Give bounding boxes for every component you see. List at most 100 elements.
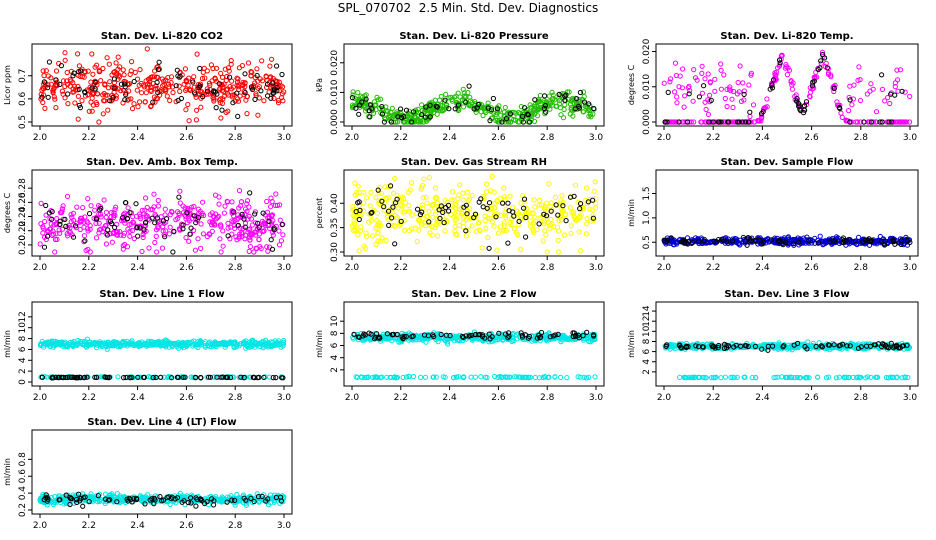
data-point	[769, 82, 775, 88]
data-point	[497, 224, 503, 230]
x-tick-label: 2.4	[442, 263, 457, 273]
data-point	[104, 55, 110, 61]
data-point	[65, 101, 71, 107]
data-point	[442, 374, 448, 380]
data-point	[250, 339, 256, 345]
data-point	[419, 102, 425, 108]
data-point	[679, 85, 686, 91]
data-point	[117, 229, 123, 235]
data-point	[691, 119, 697, 125]
data-point	[376, 222, 382, 228]
data-point	[682, 374, 688, 381]
data-point	[580, 333, 586, 339]
data-point	[268, 195, 274, 201]
data-point	[141, 227, 147, 233]
data-point	[367, 114, 373, 120]
data-point	[445, 341, 451, 347]
data-point	[242, 341, 248, 347]
data-point	[90, 71, 96, 77]
data-point	[75, 83, 81, 90]
data-point	[882, 238, 889, 244]
data-point	[252, 96, 258, 103]
data-point	[349, 105, 356, 111]
x-tick-label: 3.0	[277, 393, 292, 403]
data-point	[257, 341, 263, 347]
series-1	[353, 183, 597, 251]
data-point	[734, 238, 741, 244]
data-point	[890, 374, 896, 380]
data-point	[137, 225, 143, 231]
data-point	[808, 343, 814, 349]
data-point	[446, 106, 452, 112]
data-point	[83, 247, 89, 254]
data-point	[355, 183, 361, 189]
data-point	[161, 220, 167, 226]
data-point	[105, 227, 111, 233]
data-point	[671, 242, 677, 248]
data-point	[72, 100, 78, 106]
data-point	[831, 83, 837, 89]
data-point	[677, 374, 683, 380]
data-point	[62, 50, 68, 56]
data-point	[423, 104, 429, 110]
data-point	[559, 192, 565, 199]
panel-title: Stan. Dev. Sample Flow	[721, 157, 854, 168]
plot-frame	[343, 43, 605, 127]
data-point	[907, 239, 913, 245]
data-point	[356, 199, 362, 205]
data-point	[79, 215, 85, 221]
data-point	[873, 109, 880, 115]
data-point	[818, 58, 824, 64]
data-point	[556, 91, 562, 98]
data-point	[532, 204, 538, 210]
data-point	[109, 221, 115, 227]
data-point	[270, 375, 276, 381]
plot-frame	[343, 169, 605, 257]
data-point	[585, 199, 592, 205]
data-point	[482, 218, 488, 224]
data-point	[708, 119, 714, 125]
data-point	[502, 196, 508, 202]
data-point	[505, 335, 511, 341]
data-point	[795, 100, 802, 107]
data-point	[558, 374, 564, 380]
data-point	[80, 205, 86, 211]
x-tick-label: 2.4	[755, 133, 770, 143]
data-point	[247, 244, 253, 250]
data-point	[220, 243, 226, 249]
data-point	[115, 54, 121, 60]
series-2	[351, 329, 597, 342]
data-point	[249, 69, 255, 76]
y-tick-label: 0	[18, 379, 28, 385]
series-1	[349, 83, 597, 125]
data-point	[123, 200, 129, 206]
data-point	[184, 210, 190, 216]
data-point	[225, 233, 231, 239]
data-point	[392, 175, 398, 182]
data-point	[867, 343, 874, 349]
x-tick-label: 2.2	[82, 263, 96, 273]
data-point	[711, 238, 717, 244]
data-point	[389, 105, 395, 111]
data-point	[462, 93, 468, 99]
data-point	[168, 74, 175, 80]
data-point	[174, 67, 180, 73]
data-point	[869, 237, 875, 243]
data-point	[583, 231, 589, 237]
data-point	[739, 119, 745, 125]
data-point	[207, 82, 213, 88]
data-point	[379, 235, 385, 241]
data-point	[789, 82, 795, 88]
data-point	[180, 222, 186, 228]
data-point	[460, 197, 466, 203]
data-point	[473, 214, 479, 220]
data-point	[774, 69, 780, 75]
data-point	[113, 204, 119, 210]
data-point	[776, 63, 782, 69]
data-point	[93, 216, 99, 222]
data-point	[815, 66, 821, 73]
data-point	[273, 375, 279, 381]
data-point	[736, 89, 742, 95]
data-point	[880, 341, 886, 347]
data-point	[882, 98, 888, 104]
